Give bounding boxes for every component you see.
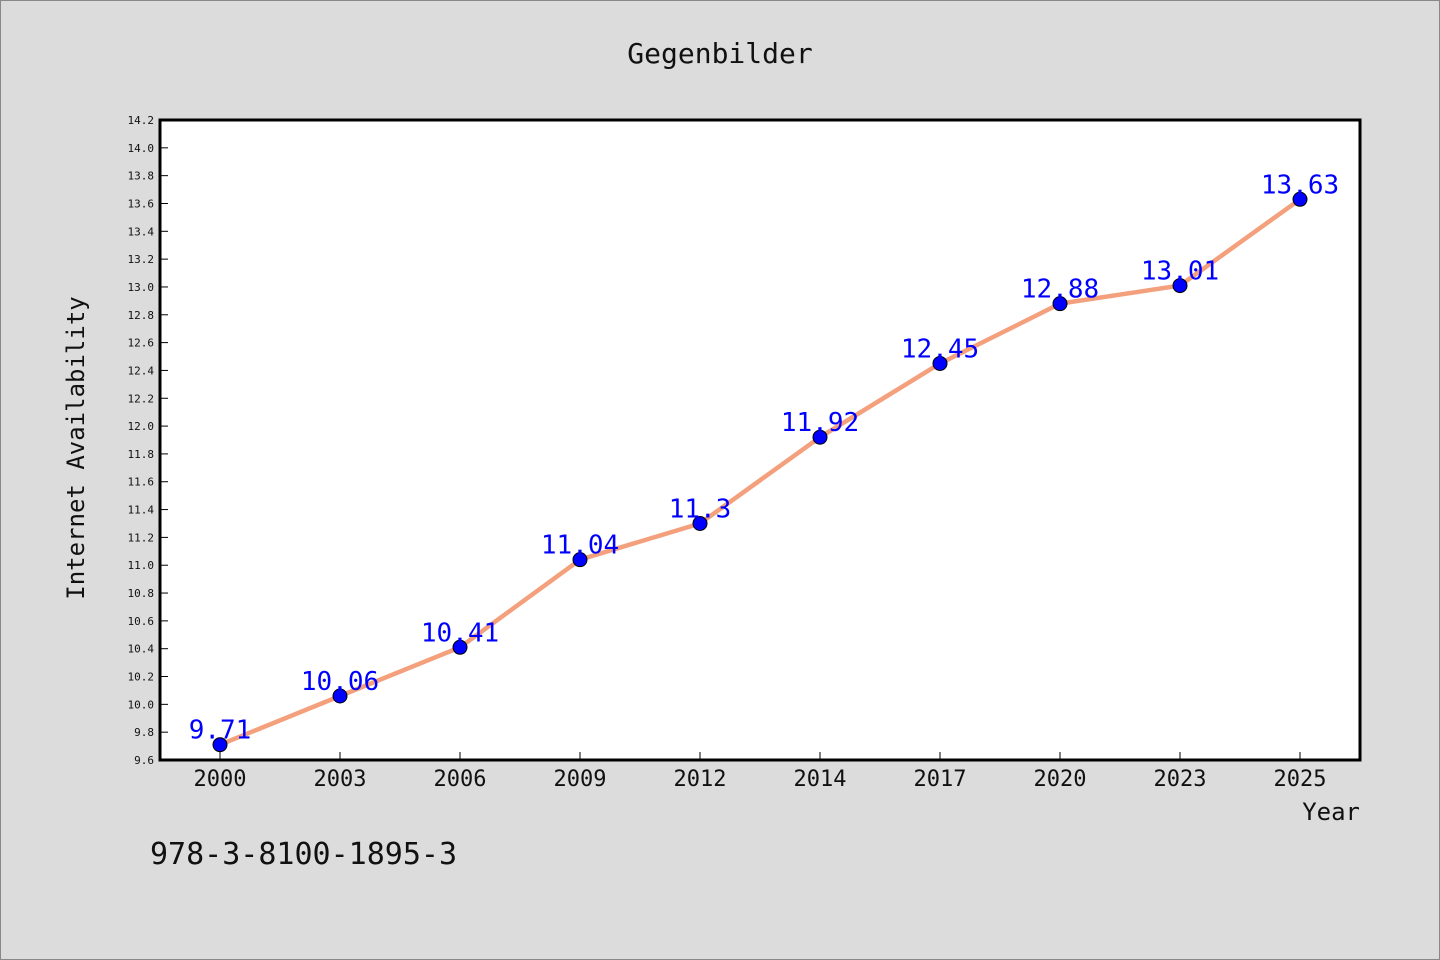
data-label: 10.06: [301, 667, 379, 697]
x-tick-label: 2014: [794, 767, 847, 792]
series-group: 9.71 10.06 10.41 11.04 11.3 11.92 12.45 12.88 13…: [189, 170, 1339, 753]
data-label: 12.88: [1021, 275, 1099, 305]
data-point: [332, 688, 348, 704]
y-tick-label: 12.4: [128, 364, 155, 377]
x-tick-label: 2023: [1154, 767, 1207, 792]
y-tick-label: 13.8: [128, 170, 155, 183]
y-tick-label: 10.6: [128, 615, 155, 628]
plot-frame: [158, 118, 1362, 762]
data-label: 11.3: [669, 494, 732, 524]
y-tick-label: 13.4: [128, 225, 155, 238]
chart-title: Gegenbilder: [627, 37, 812, 70]
plot-area: [160, 120, 1360, 760]
data-point: [692, 515, 708, 531]
x-axis-label: Year: [1302, 798, 1360, 826]
x-tick-label: 2020: [1034, 767, 1087, 792]
x-tick-label: 2025: [1274, 767, 1327, 792]
x-tick-label: 2000: [194, 767, 247, 792]
y-tick-label: 10.2: [128, 671, 155, 684]
y-tick-label: 14.2: [128, 114, 155, 127]
data-label: 10.41: [421, 618, 499, 648]
y-tick-label: 10.8: [128, 587, 155, 600]
y-tick-label: 10.4: [128, 643, 155, 656]
data-point: [1292, 191, 1308, 207]
y-tick-label: 11.4: [128, 504, 155, 517]
series-line: [217, 197, 1303, 747]
x-tick-label: 2003: [314, 767, 367, 792]
y-tick-label: 14.0: [128, 142, 155, 155]
data-label: 11.92: [781, 408, 859, 438]
y-tick-label: 13.6: [128, 197, 155, 210]
y-tick-label: 12.6: [128, 337, 155, 350]
y-tick-label: 11.6: [128, 476, 155, 489]
x-tick-label: 2009: [554, 767, 607, 792]
data-label: 13.01: [1141, 257, 1219, 287]
data-point: [212, 737, 228, 753]
data-point: [932, 355, 948, 371]
data-point: [452, 639, 468, 655]
x-tick-label: 2017: [914, 767, 967, 792]
data-label: 12.45: [901, 334, 979, 364]
y-tick-label: 13.2: [128, 253, 155, 266]
data-point: [572, 552, 588, 568]
y-tick-label: 12.2: [128, 392, 155, 405]
y-tick-label: 9.6: [134, 754, 154, 767]
footnote-text: 978-3-8100-1895-3: [150, 837, 457, 872]
y-tick-label: 10.0: [128, 698, 155, 711]
y-axis-label: Internet Availability: [62, 296, 90, 599]
data-point: [1172, 278, 1188, 294]
data-label: 13.63: [1261, 170, 1339, 200]
x-axis: 2000 2003 2006 2009 2012 2014 2017 2020 2023 2025: [194, 752, 1327, 792]
data-point: [1052, 296, 1068, 312]
y-tick-label: 12.0: [128, 420, 155, 433]
y-tick-label: 11.2: [128, 531, 155, 544]
data-label: 11.04: [541, 531, 619, 561]
y-tick-label: 11.0: [128, 559, 155, 572]
x-tick-label: 2012: [674, 767, 727, 792]
x-tick-label: 2006: [434, 767, 487, 792]
y-tick-label: 11.8: [128, 448, 155, 461]
y-tick-label: 9.8: [134, 726, 154, 739]
y-tick-label: 12.8: [128, 309, 155, 322]
data-label: 9.71: [189, 716, 252, 746]
y-tick-label: 13.0: [128, 281, 155, 294]
data-point: [812, 429, 828, 445]
